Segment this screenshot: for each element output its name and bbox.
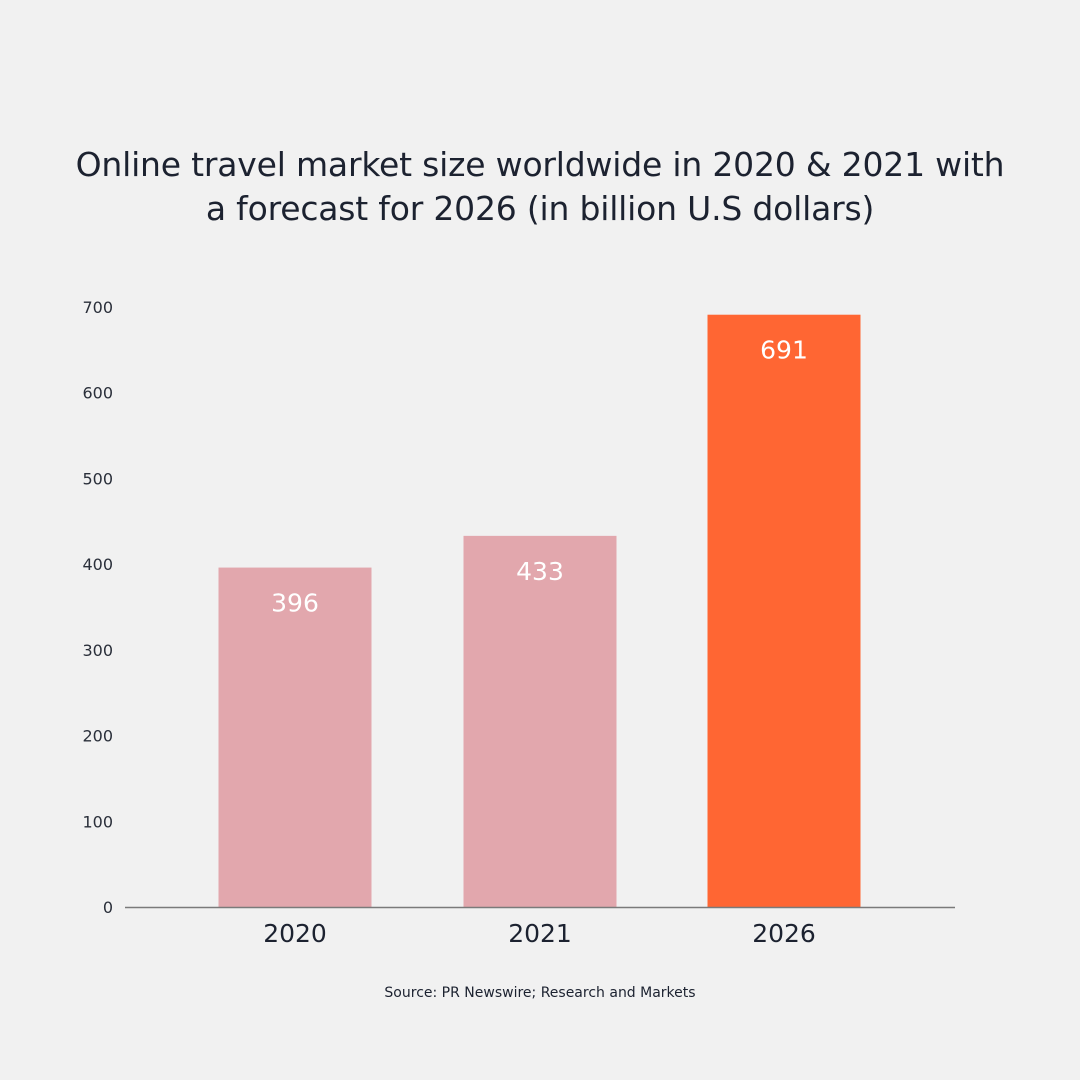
- value-labels: 396 433 691: [271, 336, 808, 618]
- bar-2026: [707, 314, 861, 907]
- bar-2021: [463, 535, 617, 907]
- data-label: 396: [271, 589, 319, 618]
- chart-title: Online travel market size worldwide in 2…: [0, 143, 1080, 231]
- chart-title-line-1: Online travel market size worldwide in 2…: [75, 145, 1005, 184]
- bar-2020: [218, 567, 372, 907]
- data-label: 691: [760, 336, 808, 365]
- y-tick-label: 0: [103, 898, 113, 917]
- x-axis-labels: 2020 2021 2026: [263, 919, 816, 948]
- y-axis-ticks: 0 100 200 300 400 500 600 700: [82, 298, 113, 917]
- y-tick-label: 500: [82, 469, 113, 488]
- y-tick-label: 400: [82, 555, 113, 574]
- y-tick-label: 600: [82, 384, 113, 403]
- source-note: Source: PR Newswire; Research and Market…: [384, 985, 696, 1001]
- chart-title-line-2: a forecast for 2026 (in billion U.S doll…: [205, 189, 875, 228]
- y-tick-label: 200: [82, 727, 113, 746]
- x-tick-label: 2021: [508, 919, 572, 948]
- y-tick-label: 700: [82, 298, 113, 317]
- data-label: 433: [516, 557, 564, 586]
- x-tick-label: 2020: [263, 919, 327, 948]
- y-tick-label: 300: [82, 641, 113, 660]
- x-tick-label: 2026: [752, 919, 816, 948]
- y-tick-label: 100: [82, 812, 113, 831]
- bars-group: [218, 314, 861, 907]
